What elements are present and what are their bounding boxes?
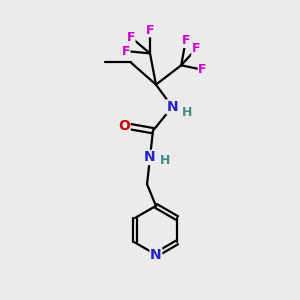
Text: H: H <box>182 106 192 119</box>
Text: N: N <box>150 248 162 262</box>
Text: H: H <box>160 154 171 167</box>
Text: F: F <box>122 44 130 58</box>
Text: F: F <box>126 31 135 44</box>
Text: F: F <box>192 42 200 56</box>
Text: F: F <box>182 34 190 47</box>
Text: F: F <box>198 63 207 76</box>
Text: N: N <box>167 100 178 114</box>
Text: N: N <box>144 150 156 164</box>
Text: O: O <box>118 119 130 133</box>
Text: F: F <box>146 24 154 37</box>
